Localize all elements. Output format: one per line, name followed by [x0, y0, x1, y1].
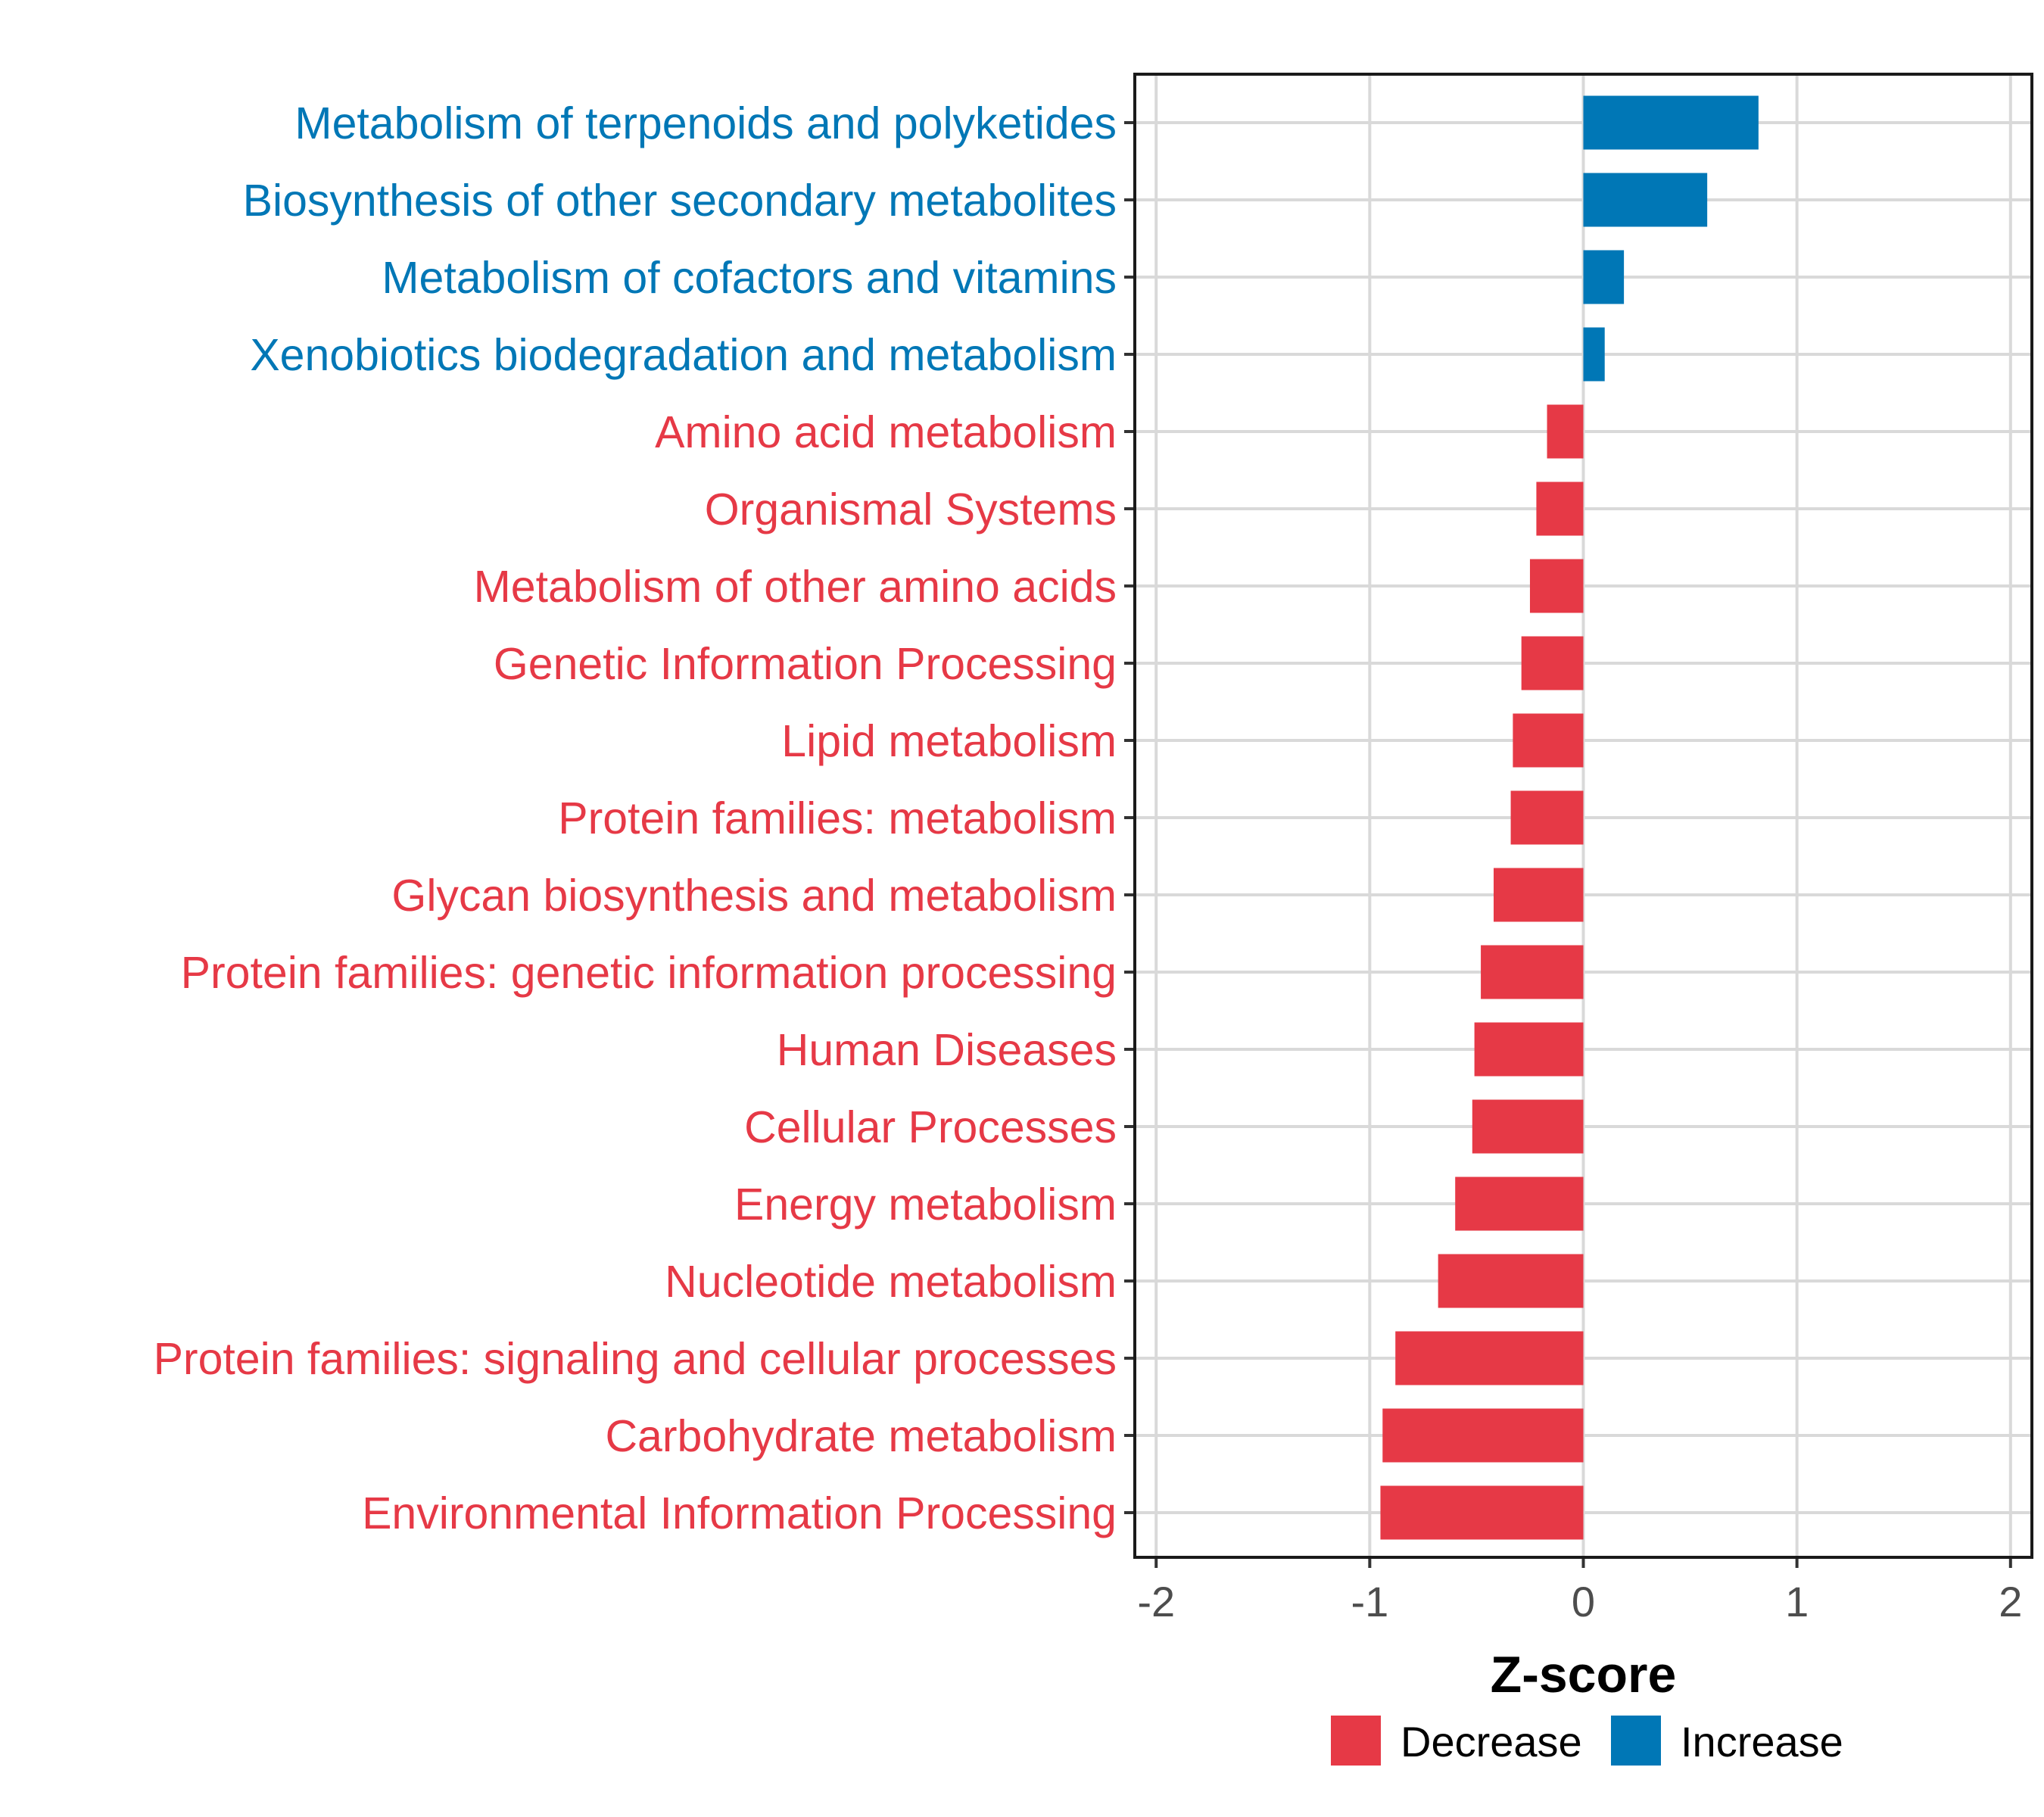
- legend-swatch-decrease: [1331, 1716, 1381, 1766]
- category-label: Lipid metabolism: [781, 716, 1117, 766]
- bar: [1380, 1485, 1584, 1540]
- category-label: Human Diseases: [777, 1025, 1117, 1075]
- legend-label-decrease: Decrease: [1401, 1718, 1582, 1766]
- x-axis-ticks: -2 -1 0 1 2: [1137, 1557, 2022, 1625]
- bar: [1583, 327, 1605, 382]
- x-tick-label: -2: [1137, 1578, 1175, 1625]
- bar: [1481, 945, 1584, 999]
- category-label: Metabolism of other amino acids: [474, 562, 1117, 612]
- bar: [1494, 868, 1584, 922]
- category-label: Organismal Systems: [705, 485, 1117, 535]
- category-label: Metabolism of terpenoids and polyketides: [294, 98, 1117, 148]
- category-labels: Metabolism of terpenoids and polyketides…: [154, 98, 1117, 1538]
- category-label: Protein families: genetic information pr…: [181, 948, 1117, 998]
- category-label: Nucleotide metabolism: [665, 1257, 1117, 1307]
- x-tick-label: 1: [1785, 1578, 1809, 1625]
- category-label: Genetic Information Processing: [494, 639, 1117, 689]
- x-tick-label: 0: [1572, 1578, 1595, 1625]
- bar: [1513, 713, 1584, 768]
- category-label: Biosynthesis of other secondary metaboli…: [243, 176, 1117, 226]
- legend-swatch-increase: [1611, 1716, 1661, 1766]
- bar: [1438, 1254, 1584, 1308]
- bar: [1536, 482, 1584, 536]
- category-label: Protein families: signaling and cellular…: [154, 1334, 1117, 1384]
- x-tick-label: -1: [1351, 1578, 1388, 1625]
- bar: [1547, 404, 1584, 459]
- category-label: Protein families: metabolism: [558, 793, 1117, 843]
- legend-label-increase: Increase: [1681, 1718, 1843, 1766]
- category-label: Environmental Information Processing: [362, 1488, 1117, 1538]
- legend: Decrease Increase: [1331, 1716, 1843, 1766]
- category-label: Glycan biosynthesis and metabolism: [391, 871, 1117, 921]
- bar: [1382, 1408, 1584, 1463]
- category-label: Xenobiotics biodegradation and metabolis…: [250, 330, 1117, 380]
- category-label: Energy metabolism: [734, 1180, 1117, 1230]
- category-label: Metabolism of cofactors and vitamins: [382, 253, 1117, 303]
- bar: [1583, 95, 1759, 150]
- y-axis-ticks: [1124, 121, 1135, 1514]
- category-label: Carbohydrate metabolism: [605, 1411, 1117, 1461]
- bar: [1510, 790, 1584, 845]
- bar: [1395, 1331, 1584, 1385]
- bar: [1455, 1177, 1584, 1231]
- x-tick-label: 2: [1999, 1578, 2022, 1625]
- bar: [1474, 1022, 1584, 1077]
- bar: [1521, 636, 1584, 690]
- category-label: Cellular Processes: [744, 1102, 1117, 1152]
- category-label: Amino acid metabolism: [655, 407, 1117, 457]
- bar: [1472, 1099, 1584, 1154]
- bar: [1583, 173, 1708, 227]
- x-axis-title: Z-score: [1491, 1646, 1677, 1703]
- bar: [1529, 559, 1584, 613]
- bars: [1380, 95, 1759, 1540]
- bar: [1583, 250, 1625, 304]
- plot-panel-border: [1133, 73, 2033, 1559]
